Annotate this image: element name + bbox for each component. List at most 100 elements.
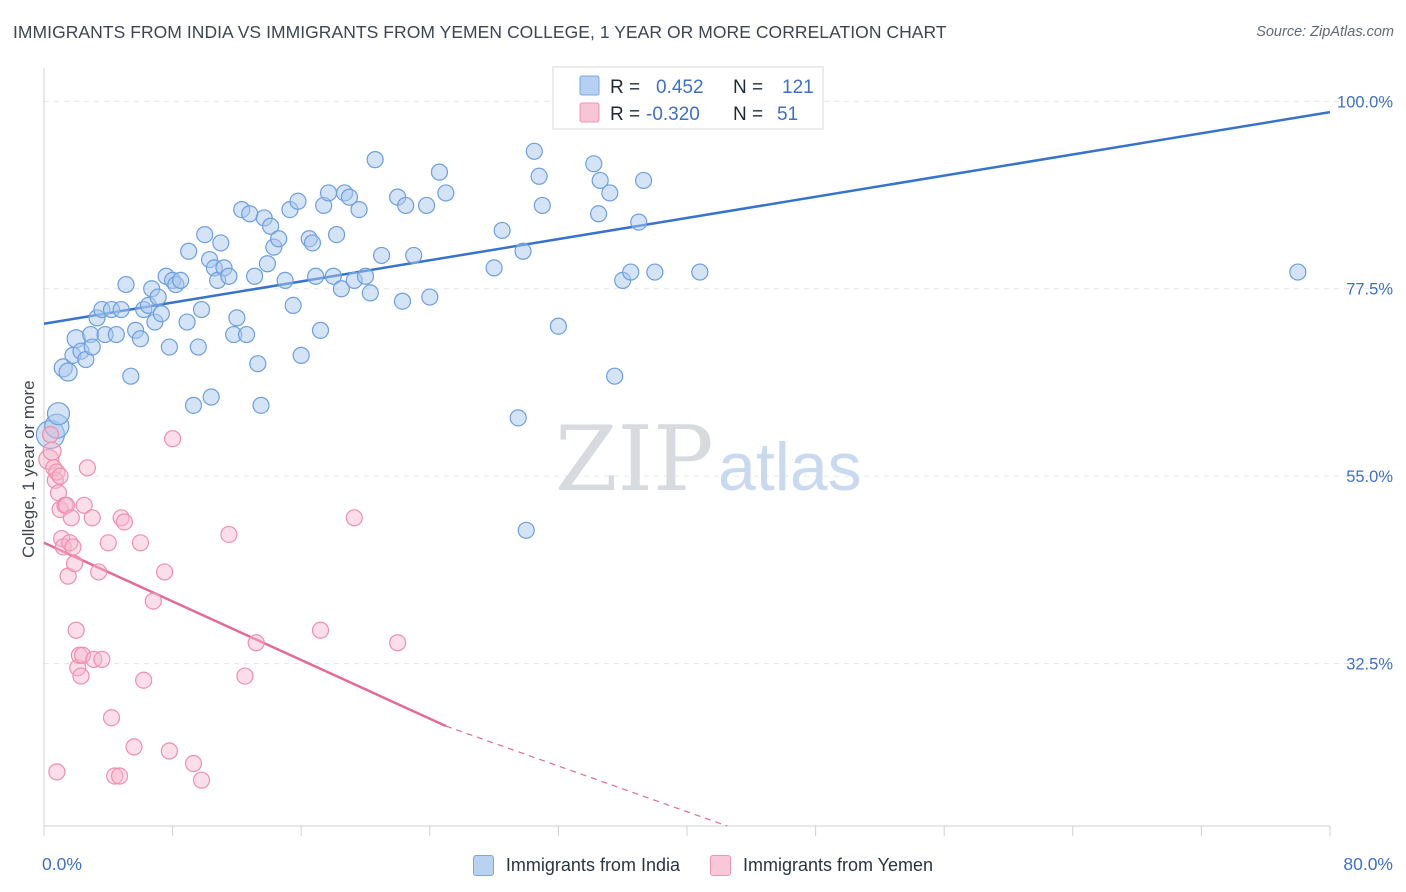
- india-point: [332, 280, 350, 298]
- india-point: [184, 396, 203, 414]
- legend-n-value: 51: [777, 104, 798, 125]
- legend-swatch-india: [472, 854, 494, 876]
- y-tick-label: 55.0%: [1346, 468, 1393, 486]
- grid-lines: [44, 100, 1394, 665]
- yemen-point: [160, 742, 178, 760]
- yemen-point: [135, 671, 153, 689]
- yemen-point: [90, 563, 108, 581]
- india-point: [366, 151, 384, 169]
- india-point: [421, 288, 439, 306]
- yemen-point: [389, 634, 407, 652]
- trend-lines: [43, 110, 1331, 827]
- watermark-atlas: atlas: [718, 429, 862, 505]
- series-legend: Immigrants from India Immigrants from Ye…: [0, 851, 1406, 879]
- yemen-point: [192, 771, 211, 789]
- india-point: [372, 246, 391, 265]
- india-point: [340, 188, 359, 206]
- legend-r-value: 0.452: [656, 77, 704, 98]
- india-point: [397, 196, 415, 215]
- india-point: [549, 317, 568, 335]
- yemen-point: [41, 425, 60, 444]
- india-point: [131, 330, 150, 348]
- watermark-zip: ZIP: [555, 407, 714, 512]
- chart-title: IMMIGRANTS FROM INDIA VS IMMIGRANTS FROM…: [13, 22, 947, 42]
- india-point: [107, 325, 125, 344]
- india-point: [196, 225, 214, 244]
- legend-r-value: -0.320: [646, 104, 700, 125]
- india-point: [303, 234, 322, 252]
- x-tick-labels: 0.0% 80.0%: [42, 854, 1393, 874]
- india-point: [117, 275, 135, 294]
- india-point: [172, 271, 190, 290]
- india-point: [83, 338, 101, 356]
- india-point: [350, 201, 368, 219]
- yemen-point: [93, 650, 111, 669]
- india-point: [530, 167, 548, 185]
- india-point: [591, 171, 609, 190]
- india-point: [178, 313, 196, 331]
- series-india-points: [35, 142, 1307, 539]
- india-point: [634, 171, 653, 190]
- yemen-point: [144, 592, 162, 610]
- yemen-point: [67, 621, 85, 639]
- x-tick-label-end: 80.0%: [1343, 854, 1393, 874]
- legend-label-yemen: Immigrants from Yemen: [742, 854, 934, 875]
- legend-swatch-yemen: [579, 102, 600, 123]
- yemen-point: [48, 763, 66, 781]
- series-yemen-points: [38, 425, 407, 789]
- yemen-point: [64, 538, 82, 556]
- legend-item-yemen: Immigrants from Yemen: [709, 854, 934, 876]
- yemen-point: [102, 709, 121, 727]
- india-point: [252, 396, 270, 414]
- x-tick-label-start: 0.0%: [42, 854, 82, 874]
- india-point: [270, 230, 288, 248]
- india-point: [149, 288, 167, 306]
- watermark: ZIP atlas: [555, 407, 862, 512]
- india-point: [437, 184, 455, 202]
- india-point: [307, 267, 325, 285]
- india-point: [324, 267, 342, 285]
- yemen-point: [83, 509, 101, 527]
- yemen-point: [184, 754, 203, 773]
- india-point: [237, 325, 256, 344]
- yemen-point: [99, 534, 117, 552]
- india-point: [514, 242, 532, 260]
- india-point: [691, 263, 709, 281]
- india-point: [417, 196, 436, 215]
- india-point: [525, 142, 543, 160]
- y-axis-label: College, 1 year or more: [19, 380, 38, 558]
- india-point: [245, 267, 264, 285]
- y-tick-label: 32.5%: [1346, 656, 1393, 674]
- yemen-point: [62, 509, 80, 527]
- india-point: [319, 184, 338, 202]
- india-point: [630, 213, 648, 231]
- india-point: [122, 367, 140, 385]
- india-point: [58, 362, 78, 382]
- india-point: [212, 234, 230, 252]
- legend-n-value: 121: [782, 77, 814, 98]
- india-point: [646, 263, 664, 281]
- india-point: [311, 321, 330, 339]
- source-label: Source: ZipAtlas.com: [1256, 24, 1394, 40]
- india-point: [361, 284, 379, 302]
- india-point: [189, 338, 207, 356]
- yemen-point: [72, 667, 90, 685]
- yemen-point: [236, 667, 254, 685]
- india-point: [606, 367, 624, 385]
- india-point: [509, 409, 527, 427]
- yemen-point: [345, 509, 363, 527]
- yemen-point: [75, 496, 93, 514]
- yemen-point: [115, 513, 133, 531]
- india-point: [262, 217, 280, 235]
- legend-item-india: Immigrants from India: [472, 854, 680, 876]
- india-point: [160, 338, 178, 356]
- yemen-point: [42, 441, 62, 461]
- india-point: [276, 271, 294, 290]
- yemen-trend-line: [43, 541, 447, 728]
- yemen-point: [311, 621, 330, 639]
- y-tick-labels: 32.5% 55.0% 77.5% 100.0%: [1337, 93, 1393, 673]
- india-point: [220, 267, 238, 285]
- india-point: [430, 163, 449, 181]
- india-point: [622, 263, 640, 281]
- india-point: [289, 192, 307, 210]
